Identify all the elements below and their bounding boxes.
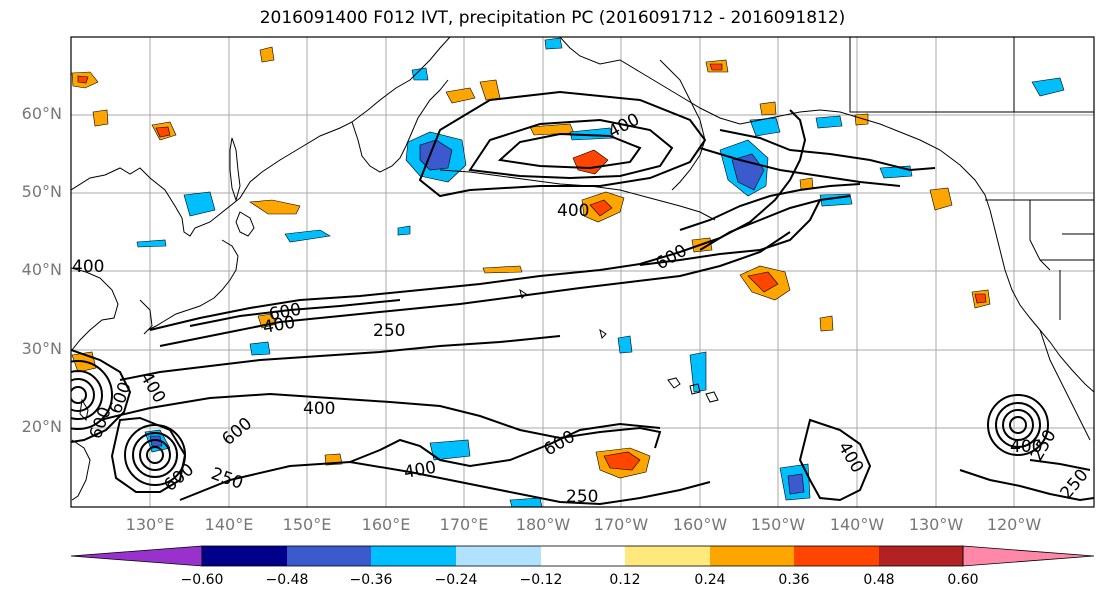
colorbar-segment	[371, 546, 456, 566]
lon-label-140e: 140°E	[204, 515, 254, 534]
contour-label: 600	[541, 427, 579, 461]
precip-negative-blob	[284, 229, 331, 243]
contour-label: 400	[834, 439, 868, 477]
precip-positive-blob	[482, 265, 523, 274]
contour-label: 400	[72, 257, 104, 277]
precip-positive-blob	[819, 315, 834, 332]
lon-label-170e: 170°E	[439, 515, 489, 534]
lon-label-170w: 170°W	[593, 515, 649, 534]
colorbar	[70, 545, 1095, 567]
precip-negative-blob	[879, 165, 913, 179]
lon-label-140w: 140°W	[829, 515, 885, 534]
contour-label: 400	[605, 110, 643, 143]
lat-label-20n: 20°N	[21, 417, 62, 436]
contour-label: 600	[218, 414, 256, 450]
precip-negative-blob	[1031, 77, 1065, 97]
lon-label-160e: 160°E	[361, 515, 411, 534]
colorbar-tick: −0.12	[519, 572, 563, 588]
colorbar-segment	[70, 545, 203, 567]
precip-negative-blob	[689, 351, 707, 393]
colorbar-tick: −0.48	[265, 572, 309, 588]
colorbar-segment	[879, 546, 963, 566]
contour-label: 400	[136, 369, 170, 407]
precip-negative-blob	[397, 225, 411, 236]
contour-label: 400	[303, 399, 335, 419]
colorbar-segment	[541, 546, 625, 566]
precip-positive-blob	[929, 187, 953, 211]
precip-negative-blob	[815, 115, 843, 129]
contour-label: 400	[557, 201, 589, 221]
precip-positive-blob	[259, 46, 275, 63]
lon-label-120w: 120°W	[986, 515, 1042, 534]
colorbar-segment	[287, 546, 371, 566]
precip-positive-blob	[759, 101, 777, 116]
colorbar-segment	[794, 546, 879, 566]
precip-positive-blob	[92, 109, 109, 127]
colorbar-segment	[202, 546, 287, 566]
contour-label: 600	[653, 241, 691, 275]
contour-label: 600	[86, 404, 116, 441]
map-frame	[70, 36, 1095, 508]
precip-negative-blob	[249, 341, 271, 356]
colorbar-tick: 0.60	[947, 572, 979, 588]
contour-label: 250	[208, 464, 245, 494]
precip-positive-blob	[479, 79, 501, 101]
colorbar-segment	[625, 546, 710, 566]
precip-positive-blob	[854, 113, 869, 126]
precip-blobs	[71, 37, 1065, 507]
lon-label-180w: 180°W	[515, 515, 571, 534]
precip-negative-blob	[136, 239, 167, 248]
precip-positive-blob	[249, 199, 301, 215]
colorbar-tick: 0.48	[863, 572, 895, 588]
precip-positive-blob	[445, 87, 476, 104]
precip-positive-blob	[77, 75, 89, 84]
lat-label-60n: 60°N	[21, 104, 62, 123]
precip-negative-blob	[509, 497, 543, 507]
colorbar-tick: −0.24	[434, 572, 478, 588]
colorbar-tick: −0.36	[349, 572, 393, 588]
ivt-contours	[71, 90, 1094, 506]
contour-label: 400	[402, 458, 437, 483]
precip-positive-blob	[155, 126, 171, 138]
precip-positive-blob	[747, 271, 779, 293]
colorbar-tick: −0.60	[180, 572, 224, 588]
colorbar-tick: 0.36	[778, 572, 810, 588]
lat-label-30n: 30°N	[21, 339, 62, 358]
lon-label-160w: 160°W	[672, 515, 728, 534]
precip-negative-blob	[544, 37, 563, 50]
lon-label-130e: 130°E	[125, 515, 175, 534]
contour-label: 250	[566, 487, 598, 507]
contour-label: 250	[1057, 465, 1093, 503]
colorbar-tick: 0.24	[694, 572, 726, 588]
precip-negative-blob	[183, 191, 216, 217]
precip-positive-blob	[603, 451, 641, 471]
precip-positive-blob	[709, 63, 723, 71]
lon-label-130w: 130°W	[908, 515, 964, 534]
contour-label: 400	[1010, 437, 1042, 457]
chart-title: 2016091400 F012 IVT, precipitation PC (2…	[259, 8, 846, 28]
precip-negative-blob	[617, 335, 633, 354]
contour-label: 400	[261, 313, 296, 338]
lon-label-150w: 150°W	[750, 515, 806, 534]
precip-positive-blob	[572, 149, 609, 175]
lat-label-40n: 40°N	[21, 260, 62, 279]
precip-positive-blob	[589, 199, 613, 217]
precip-positive-blob	[974, 293, 987, 304]
colorbar-segment	[962, 545, 1095, 567]
colorbar-segment	[456, 546, 541, 566]
contour-label: 250	[373, 321, 405, 341]
precip-positive-blob	[799, 177, 814, 190]
colorbar-frame	[201, 545, 964, 567]
coastlines	[71, 37, 1094, 501]
lat-label-50n: 50°N	[21, 182, 62, 201]
precip-negative-blob	[787, 473, 805, 495]
colorbar-segment	[710, 546, 794, 566]
lon-label-150e: 150°E	[282, 515, 332, 534]
colorbar-tick: 0.12	[609, 572, 641, 588]
